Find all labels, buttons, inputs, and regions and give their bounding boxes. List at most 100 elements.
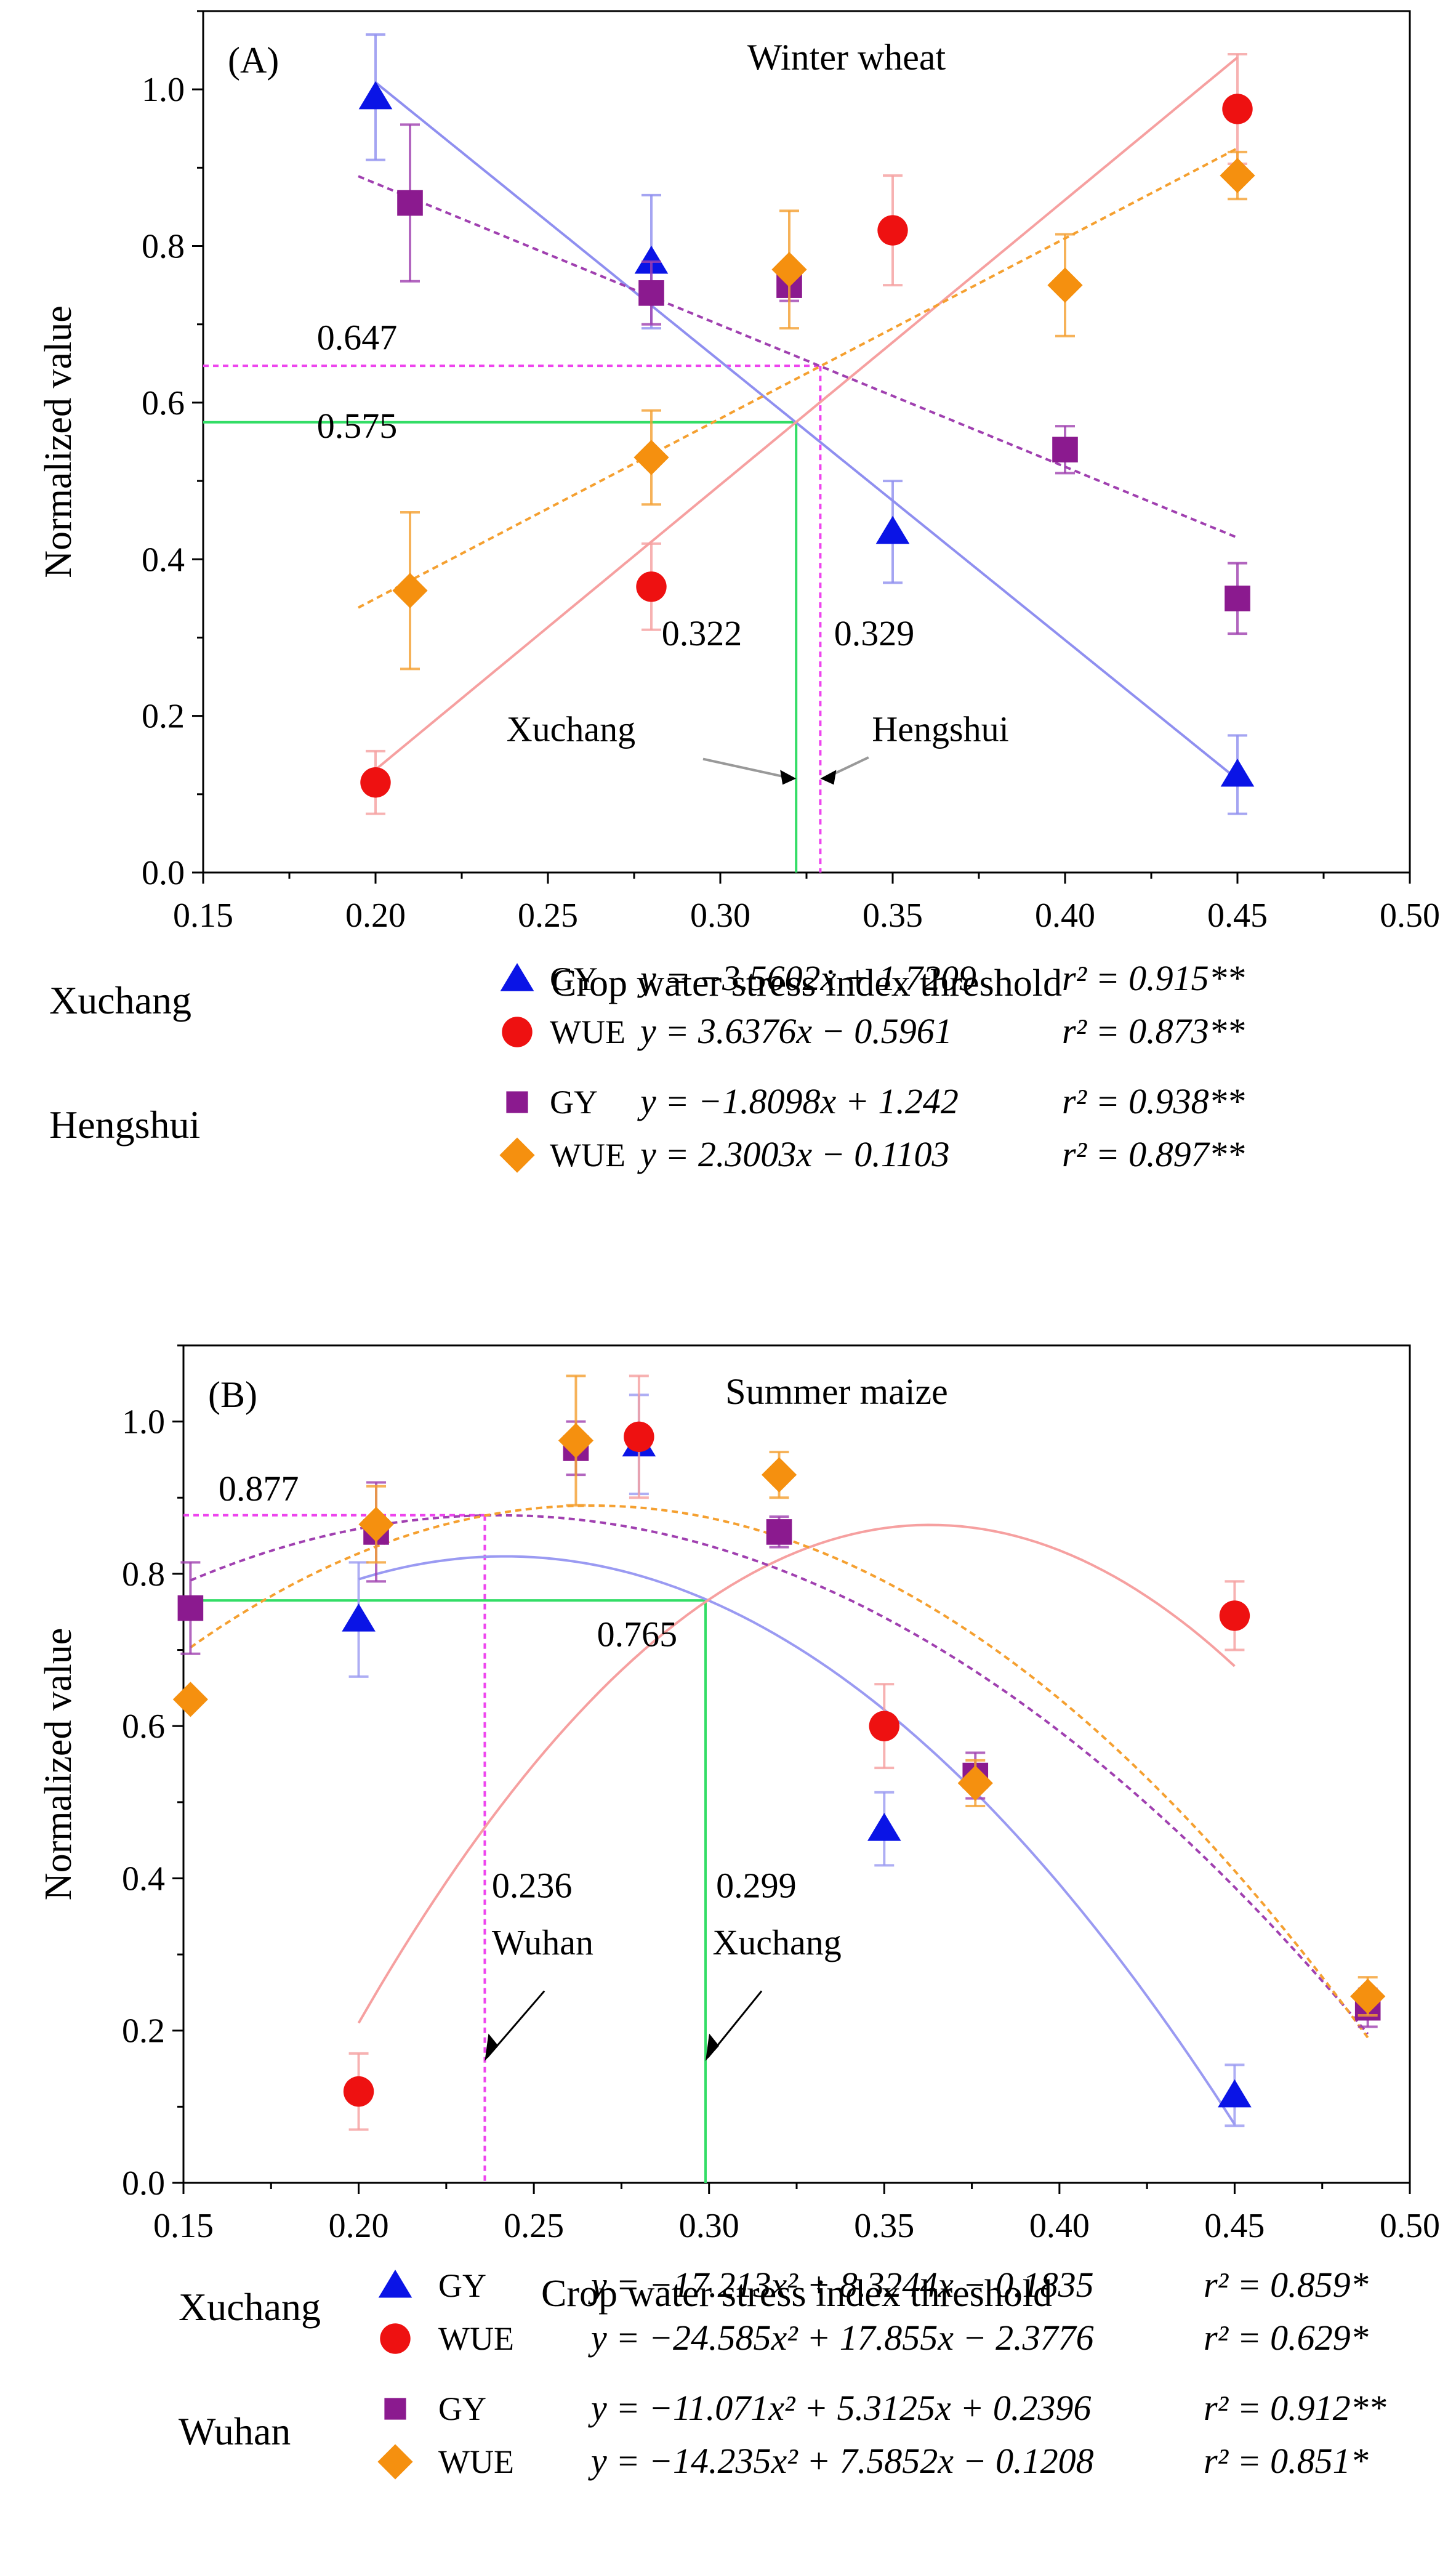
annotation-text: 0.329	[834, 613, 915, 653]
x-tick-label: 0.50	[1380, 897, 1440, 935]
legend-r2: r² = 0.859*	[1204, 2265, 1369, 2305]
data-point-triangle	[634, 245, 669, 274]
legend-equation: y = −14.235x² + 7.5852x − 0.1208	[588, 2441, 1094, 2481]
annotation-text: 0.575	[317, 406, 398, 446]
y-tick-label: 0.2	[142, 698, 185, 736]
series-wuhan-wue	[172, 1374, 1386, 2017]
series-hengshui-wue	[392, 150, 1255, 671]
annotation-text: 0.322	[662, 613, 742, 653]
legend-equation: y = −1.8098x + 1.242	[637, 1081, 959, 1121]
legend-r2: r² = 0.873**	[1062, 1011, 1245, 1051]
x-tick-label: 0.25	[504, 2207, 564, 2245]
data-point-square	[766, 1519, 792, 1545]
data-point-diamond	[633, 440, 669, 475]
legend-group-xuchang: Xuchang	[179, 2285, 321, 2329]
data-point-diamond	[1350, 1978, 1386, 2014]
legend-label: WUE	[550, 1137, 625, 1174]
annotation-text: Hengshui	[872, 709, 1008, 749]
series-xuchang-gy	[342, 1393, 1252, 2127]
legend-equation: y = −24.585x² + 17.855x − 2.3776	[588, 2318, 1094, 2358]
legend-label: GY	[438, 2390, 486, 2427]
x-tick-label: 0.40	[1035, 897, 1095, 935]
legend-group-hengshui: Hengshui	[49, 1103, 200, 1147]
legend-group-xuchang: Xuchang	[49, 978, 191, 1022]
y-tick-label: 0.8	[122, 1555, 165, 1594]
data-point-diamond	[558, 1422, 594, 1459]
data-point-square	[1225, 586, 1250, 611]
series-hengshui-gy	[397, 123, 1250, 635]
data-point-circle	[869, 1711, 899, 1741]
data-point-circle	[877, 215, 908, 246]
x-tick-label: 0.45	[1204, 2207, 1265, 2245]
arrow-xuchang	[702, 757, 793, 780]
legend-equation: y = −3.5602x + 1.7209	[637, 958, 976, 998]
x-tick-label: 0.40	[1029, 2207, 1090, 2245]
legend-r2: r² = 0.915**	[1062, 958, 1245, 998]
reference-lines	[183, 1514, 707, 2183]
legend-label: WUE	[438, 2320, 514, 2357]
legend-r2: r² = 0.912**	[1204, 2388, 1386, 2428]
legend-r2: r² = 0.938**	[1062, 1081, 1245, 1121]
legend-marker-circle	[380, 2323, 411, 2354]
arrow-head	[485, 2033, 499, 2062]
chart-panel-a: 0.15 0.20 0.25 0.30 0.35 0.40 0.45 0.50 0.0 0.2 0.…	[38, 10, 1440, 1174]
legend-equation: y = 2.3003x − 0.1103	[637, 1134, 949, 1174]
panel-label: (A)	[228, 40, 279, 81]
data-point-circle	[636, 571, 667, 602]
data-point-circle	[624, 1421, 654, 1453]
arrow-head	[780, 770, 797, 785]
x-tick-label: 0.15	[153, 2207, 214, 2245]
annotation-arrows	[485, 1990, 763, 2062]
legend-marker-diamond	[377, 2444, 413, 2480]
annotation-text: Wuhan	[492, 1922, 593, 1962]
data-point-diamond	[761, 1457, 797, 1493]
legend-equation: y = 3.6376x − 0.5961	[637, 1011, 952, 1051]
data-point-diamond	[1047, 267, 1083, 303]
data-point-diamond	[392, 573, 428, 608]
data-point-diamond	[771, 252, 807, 288]
x-axis-title: Crop water stress index threshold	[541, 2273, 1052, 2315]
legend-marker-square	[506, 1091, 528, 1113]
legend-label: GY	[550, 1084, 598, 1121]
legend-r2: r² = 0.629*	[1204, 2318, 1369, 2358]
fit-line-xuchang-wue	[357, 1523, 1236, 2024]
legend: Xuchang GY y = −17.213x² + 8.3244x − 0.183…	[179, 2265, 1386, 2481]
data-point-diamond	[1220, 158, 1255, 193]
legend-marker-triangle	[500, 963, 534, 991]
y-tick-label: 0.6	[122, 1707, 165, 1746]
data-point-square	[177, 1595, 204, 1621]
x-tick-label: 0.30	[690, 897, 750, 935]
annotation-arrows	[702, 756, 869, 785]
series-xuchang-gy	[358, 33, 1255, 815]
annotation-text: 0.236	[492, 1865, 573, 1905]
data-point-square	[1052, 437, 1078, 463]
legend-marker-circle	[502, 1017, 533, 1047]
legend-marker-square	[384, 2398, 406, 2420]
x-tick-label: 0.35	[854, 2207, 914, 2245]
data-point-circle	[1219, 1600, 1250, 1631]
legend-equation: y = −11.071x² + 5.3125x + 0.2396	[588, 2388, 1091, 2428]
y-axis-title: Normalized value	[38, 1628, 79, 1900]
fit-line-xuchang-wue	[374, 56, 1239, 771]
fit-line-hengshui-gy	[358, 175, 1238, 539]
x-tick-label: 0.25	[518, 897, 578, 935]
y-tick-label: 1.0	[122, 1403, 165, 1441]
x-tick-label: 0.20	[345, 897, 406, 935]
data-point-diamond	[172, 1682, 208, 1717]
panel-title: Winter wheat	[747, 37, 946, 78]
y-tick-label: 0.6	[142, 384, 185, 422]
arrow-head	[706, 2033, 720, 2062]
legend-label: WUE	[550, 1014, 625, 1050]
legend-marker-triangle	[378, 2270, 412, 2298]
y-tick-label: 0.4	[122, 1860, 165, 1898]
x-tick-label: 0.50	[1380, 2207, 1440, 2245]
chart-panel-b: 0.15 0.20 0.25 0.30 0.35 0.40 0.45 0.50 0.0 0.2 0.…	[38, 1344, 1440, 2481]
y-tick-label: 0.8	[142, 228, 185, 266]
legend-equation: y = −17.213x² + 8.3244x − 0.1835	[588, 2265, 1094, 2305]
annotation-text: 0.765	[597, 1614, 678, 1654]
arrow-head	[820, 770, 837, 785]
series-xuchang-wue	[360, 52, 1253, 815]
reference-lines	[203, 365, 822, 873]
data-point-triangle	[875, 515, 910, 544]
